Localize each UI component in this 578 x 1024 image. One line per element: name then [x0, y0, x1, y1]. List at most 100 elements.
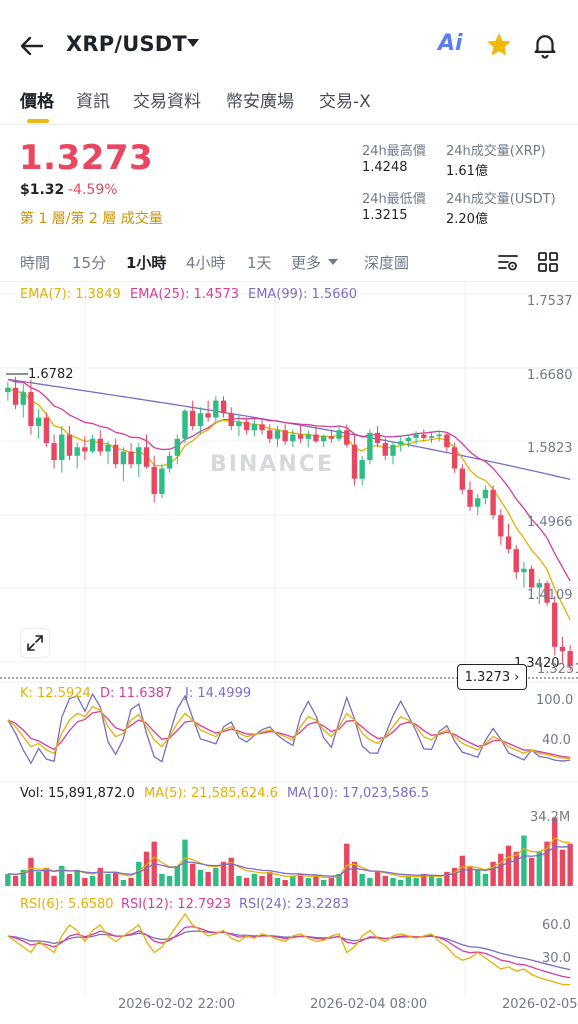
rsi12-label: RSI(12): 12.7923 [121, 897, 232, 912]
high-marker-label: 1.6782 [28, 367, 74, 382]
pair-title[interactable]: XRP/USDT [66, 32, 187, 56]
layout-grid-icon[interactable] [536, 250, 560, 274]
volume-bar [105, 873, 111, 886]
candle [459, 468, 466, 490]
volume-bar [552, 817, 558, 886]
stat-high-value: 1.4248 [362, 160, 408, 175]
candle [374, 432, 381, 444]
volume-bar [436, 877, 442, 886]
volume-bar [567, 843, 573, 886]
usd-price: $1.32 [20, 182, 65, 198]
volume-bar [544, 841, 550, 886]
candle [12, 387, 19, 405]
chevron-right-icon: › [514, 669, 520, 685]
interval-time[interactable]: 時間 [20, 254, 51, 272]
candle [451, 447, 458, 469]
volume-bar [89, 875, 96, 886]
indicator-settings-icon[interactable] [496, 250, 520, 274]
volume-bar [490, 861, 496, 886]
volume-bar [351, 861, 358, 886]
candle [436, 434, 442, 437]
volume-bar [43, 867, 50, 886]
volume-bar [282, 879, 288, 886]
volume-label: Vol: 15,891,872.0 [20, 786, 135, 801]
candle [552, 602, 558, 647]
volume-bar [374, 871, 381, 886]
candle [428, 436, 435, 438]
candle [51, 443, 57, 461]
candle [159, 468, 165, 494]
divider [0, 281, 578, 282]
volume-axis-tick: 34.2M [530, 810, 571, 825]
volume-bar [505, 845, 512, 886]
candle [74, 447, 80, 456]
candle [498, 515, 504, 537]
volume-bar [251, 873, 258, 886]
kline-chart[interactable] [0, 282, 578, 1024]
kdj-j-line [7, 692, 571, 765]
candle [43, 417, 50, 444]
kdj-k-line [7, 705, 571, 759]
price-axis-tick: 1.4109 [527, 588, 573, 603]
tab-trading-data[interactable]: 交易資料 [133, 92, 201, 112]
volume-bar [159, 873, 165, 886]
volume-bar [475, 869, 481, 886]
candle [305, 434, 311, 439]
candle [482, 489, 489, 499]
volume-bar [559, 849, 566, 886]
volume-bar [112, 871, 119, 886]
candle [328, 436, 335, 439]
volume-bar [259, 875, 265, 886]
volume-bar [213, 867, 219, 886]
time-axis-tick: 2026-02-05 [502, 997, 578, 1012]
tab-trade-x[interactable]: 交易-X [319, 92, 371, 112]
tab-info[interactable]: 資訊 [76, 92, 110, 112]
candle [182, 410, 188, 439]
candle [274, 430, 281, 439]
volume-bar [467, 865, 473, 886]
candle [190, 410, 196, 427]
interval-more[interactable]: 更多 [291, 254, 322, 272]
rsi24-label: RSI(24): 23.2283 [239, 897, 350, 912]
more-caret-icon[interactable] [328, 259, 338, 265]
candle [475, 498, 481, 507]
current-price-tag[interactable]: 1.3273 › [457, 664, 527, 690]
favorite-star-icon[interactable] [484, 30, 514, 60]
volume-bar [97, 867, 103, 886]
interval-4h[interactable]: 4小時 [186, 254, 226, 272]
candle [490, 489, 496, 516]
volume-bar [482, 873, 489, 886]
pair-dropdown-caret-icon[interactable] [187, 39, 199, 47]
price-axis-tick: 1.3251 [537, 662, 578, 677]
notification-bell-icon[interactable] [530, 30, 560, 60]
stat-vol-usdt-label: 24h成交量(USDT) [446, 192, 556, 207]
candle [567, 651, 573, 667]
interval-15m[interactable]: 15分 [72, 254, 107, 272]
ai-assistant-icon[interactable]: Ai [438, 31, 463, 56]
volume-bar [336, 873, 342, 886]
stat-high-label: 24h最高價 [362, 144, 426, 159]
kdj-d-label: D: 11.6387 [100, 686, 173, 701]
rsi-axis-tick: 30.0 [542, 951, 571, 966]
depth-chart-tab[interactable]: 深度圖 [364, 254, 410, 272]
tab-square[interactable]: 幣安廣場 [226, 92, 294, 112]
volume-bar [451, 867, 458, 886]
candle [112, 444, 119, 465]
order-book-depth-link[interactable]: 第 1 層/第 2 層 成交量 [20, 211, 163, 227]
volume-bar [190, 863, 196, 886]
divider [0, 124, 578, 125]
candle [105, 444, 111, 452]
fullscreen-expand-icon[interactable] [20, 628, 50, 658]
tab-price[interactable]: 價格 [20, 92, 54, 112]
candle [59, 434, 65, 461]
back-arrow-icon[interactable] [16, 30, 48, 62]
candle [320, 436, 327, 442]
candle [220, 400, 227, 414]
binance-watermark: BINANCE [210, 452, 334, 477]
interval-1h[interactable]: 1小時 [126, 254, 167, 272]
time-axis-tick: 2026-02-04 08:00 [310, 997, 428, 1012]
candle [444, 434, 450, 448]
interval-1d[interactable]: 1天 [247, 254, 272, 272]
candle [35, 417, 42, 427]
volume-bar [359, 873, 365, 886]
